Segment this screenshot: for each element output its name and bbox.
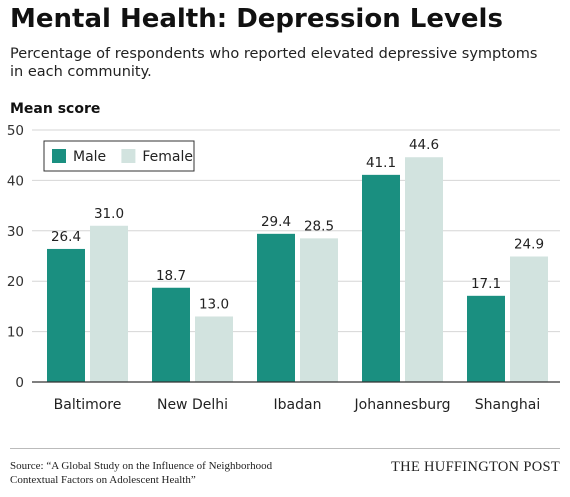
legend-box: [43, 140, 195, 172]
data-label: 13.0: [199, 296, 229, 312]
y-axis-ticks: 0 10 20 30 40 50: [7, 123, 24, 391]
chart-title: Mental Health: Depression Levels: [10, 4, 503, 34]
legend-label: Male: [73, 149, 106, 165]
x-axis-ticks: Baltimore New Delhi Ibadan Johannesburg Shan…: [54, 397, 541, 413]
legend: Male Female: [43, 140, 195, 172]
y-tick-label: 40: [7, 173, 24, 189]
legend-swatch: [52, 149, 66, 163]
chart-subtitle: Percentage of respondents who reported e…: [10, 46, 538, 80]
bar-female-baltimore: [90, 225, 128, 382]
bar-male-ibadan: [257, 233, 295, 382]
x-tick-label: New Delhi: [157, 397, 228, 413]
data-label: 41.1: [366, 155, 396, 171]
bar-male-johannesburg: [362, 174, 400, 382]
bar-male-baltimore: [47, 248, 85, 382]
data-label: 28.5: [304, 218, 334, 234]
bar-female-ibadan: [300, 238, 338, 382]
x-tick-label: Shanghai: [475, 397, 540, 413]
bars: [47, 157, 548, 382]
x-tick-label: Baltimore: [54, 397, 122, 413]
bar-male-shanghai: [467, 295, 505, 382]
data-label: 29.4: [261, 214, 291, 230]
y-tick-label: 30: [7, 224, 24, 240]
legend-label: Female: [142, 149, 193, 165]
brand-logo-text: THE HUFFINGTON POST: [391, 459, 560, 475]
source-note: Source: “A Global Study on the Influence…: [10, 460, 273, 486]
bar-female-new-delhi: [195, 316, 233, 382]
y-tick-label: 50: [7, 123, 24, 139]
y-tick-label: 0: [15, 375, 24, 391]
y-tick-label: 10: [7, 325, 24, 341]
data-label: 31.0: [94, 206, 124, 222]
bar-female-johannesburg: [405, 157, 443, 382]
data-label: 26.4: [51, 229, 81, 245]
data-label: 44.6: [409, 137, 439, 153]
y-axis-label: Mean score: [10, 101, 100, 117]
footer-divider: [10, 448, 560, 449]
y-tick-label: 20: [7, 274, 24, 290]
data-label: 17.1: [471, 276, 501, 292]
x-tick-label: Johannesburg: [354, 397, 451, 413]
data-label: 18.7: [156, 268, 186, 284]
x-tick-label: Ibadan: [274, 397, 322, 413]
bar-female-shanghai: [510, 256, 548, 382]
data-labels: 26.4 31.0 18.7 13.0 29.4 28.5 41.1 44.6 17.1 24.9: [51, 137, 544, 312]
data-label: 24.9: [514, 237, 544, 253]
bar-male-new-delhi: [152, 287, 190, 382]
legend-swatch: [121, 149, 136, 163]
